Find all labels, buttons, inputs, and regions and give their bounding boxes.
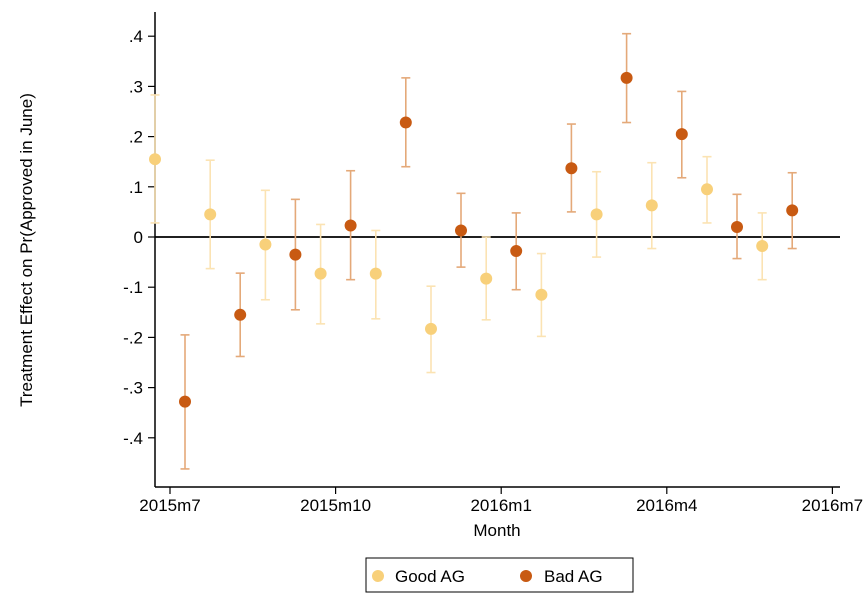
data-point [480, 272, 493, 285]
legend: Good AG Bad AG [365, 557, 634, 593]
legend-label-bad-ag: Bad AG [544, 567, 603, 586]
y-tick-label: .3 [129, 77, 143, 96]
y-tick-label: -.1 [123, 278, 143, 297]
y-tick-label: -.2 [123, 328, 143, 347]
y-tick-label: .4 [129, 27, 143, 46]
data-point [620, 71, 633, 84]
y-tick-label: .1 [129, 178, 143, 197]
data-point [535, 288, 548, 301]
data-point [314, 267, 327, 280]
series-good-ag [149, 94, 769, 374]
data-point [701, 183, 713, 196]
x-tick-label: 2015m10 [300, 496, 371, 515]
y-axis: .4 .3 .2 .1 0 -.1 -.2 -.3 -.4 [123, 27, 155, 448]
data-point [786, 204, 799, 217]
x-tick-label: 2016m4 [636, 496, 697, 515]
legend-label-good-ag: Good AG [395, 567, 465, 586]
y-tick-label: -.3 [123, 379, 143, 398]
data-point [675, 128, 688, 141]
legend-marker-good-ag [372, 570, 384, 582]
data-point [565, 162, 578, 175]
y-tick-label: .2 [129, 128, 143, 147]
y-axis-title: Treatment Effect on Pr(Approved in June) [17, 93, 36, 407]
x-tick-label: 2016m7 [802, 496, 863, 515]
data-point [344, 219, 357, 232]
legend-marker-bad-ag [520, 570, 532, 582]
data-point [179, 395, 191, 408]
data-point [756, 240, 769, 253]
x-tick-label: 2015m7 [139, 496, 200, 515]
data-point [590, 208, 603, 221]
data-point [425, 322, 437, 335]
data-point [399, 116, 412, 129]
data-point [204, 208, 217, 221]
y-tick-label: -.4 [123, 429, 143, 448]
x-tick-label: 2016m1 [470, 496, 531, 515]
legend-box [365, 557, 634, 593]
data-point [234, 308, 247, 321]
y-tick-label: 0 [134, 228, 143, 247]
data-point [645, 199, 658, 212]
data-point [731, 220, 743, 233]
series-bad-ag [179, 32, 799, 470]
data-point [149, 153, 161, 166]
data-point [510, 245, 523, 258]
series-layer [149, 32, 799, 470]
x-axis: 2015m7 2015m10 2016m1 2016m4 2016m7 [139, 487, 863, 515]
data-point [455, 224, 467, 237]
x-axis-title: Month [473, 521, 520, 540]
data-point [289, 248, 302, 261]
plot-area [154, 12, 840, 488]
data-point [369, 267, 382, 280]
data-point [259, 238, 272, 251]
